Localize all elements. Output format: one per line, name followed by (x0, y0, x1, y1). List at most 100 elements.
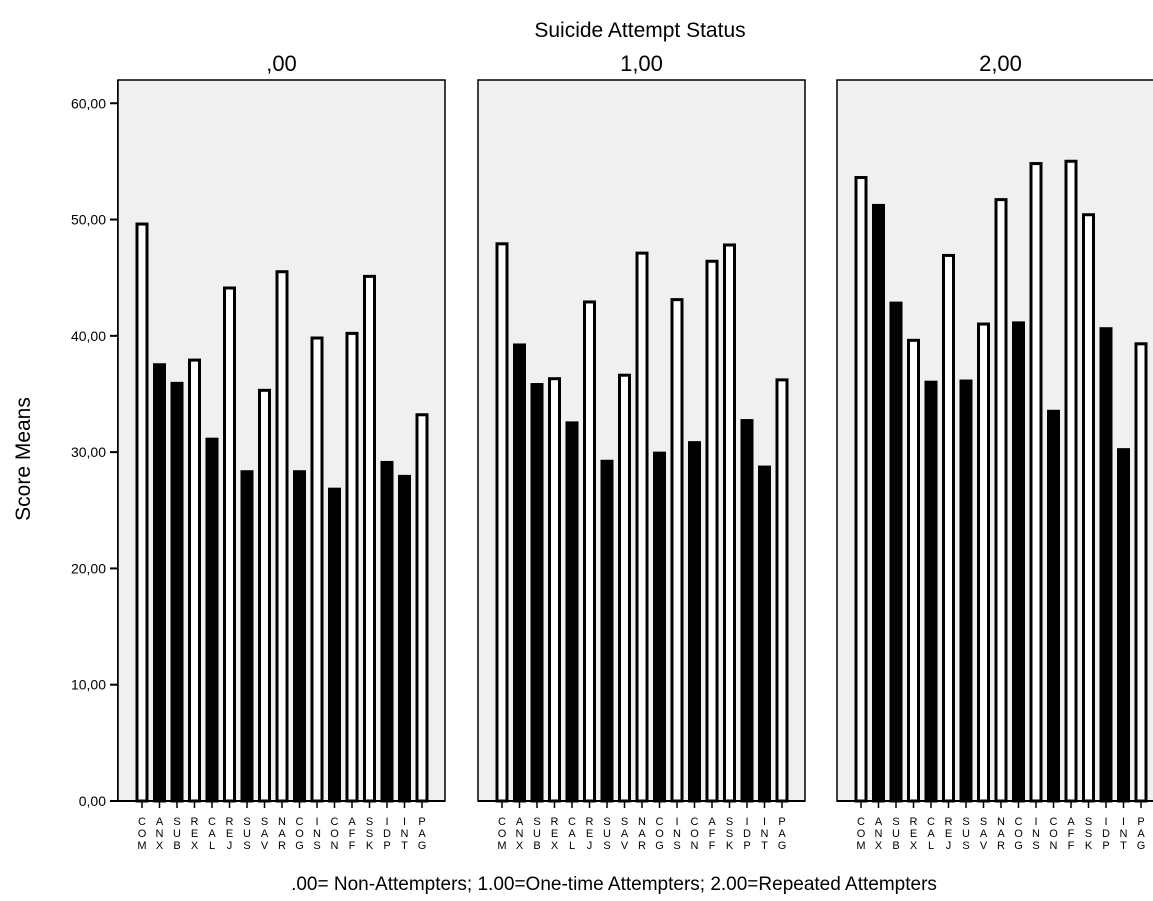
bar-cog (1012, 321, 1025, 803)
bar-com (854, 176, 868, 803)
category-label-letter: N (1120, 828, 1128, 840)
panel-0: ,00COMANXSUBREXCALREJSUSSAVNARCOGINSCONA… (117, 51, 446, 852)
category-label-letter: S (261, 816, 268, 828)
bar-idp (740, 419, 754, 803)
category-label-letter: O (498, 828, 507, 840)
bar-anx (872, 203, 885, 803)
category-label-letter: A (621, 828, 629, 840)
category-label-letter: T (401, 840, 408, 852)
y-tick-label: 50,00 (71, 212, 106, 228)
bar-rej (942, 253, 955, 803)
bar-con (1047, 409, 1060, 803)
category-label-letter: S (366, 828, 373, 840)
category-label-letter: N (761, 828, 769, 840)
category-label-letter: C (1050, 816, 1058, 828)
category-label-letter: V (621, 840, 629, 852)
category-label-letter: N (401, 828, 409, 840)
category-label-letter: S (1032, 840, 1039, 852)
category-label-letter: C (656, 816, 664, 828)
bar-sav (977, 322, 990, 803)
panels-group: ,00COMANXSUBREXCALREJSUSSAVNARCOGINSCONA… (117, 51, 1153, 852)
category-label-letter: S (243, 816, 250, 828)
bar-cal (565, 421, 579, 803)
category-label-letter: S (173, 816, 180, 828)
category-label-letter: J (587, 840, 593, 852)
y-tick-label: 60,00 (71, 95, 106, 111)
category-label-letter: N (691, 840, 699, 852)
category-label-letter: O (655, 828, 664, 840)
category-label-letter: A (568, 828, 576, 840)
category-label-letter: G (295, 840, 304, 852)
bar-rex (907, 338, 920, 803)
category-label-letter: J (227, 840, 233, 852)
category-label-letter: A (278, 828, 286, 840)
category-label-letter: R (551, 816, 559, 828)
bar-rej (223, 286, 236, 803)
category-label-letter: N (1032, 828, 1040, 840)
bar-idp (380, 460, 394, 803)
category-label-letter: S (1085, 816, 1092, 828)
category-label-letter: F (709, 828, 716, 840)
category-label-letter: E (226, 828, 233, 840)
category-label-letter: R (586, 816, 594, 828)
bar-int (758, 465, 771, 803)
category-label-letter: C (568, 816, 576, 828)
category-label-letter: C (857, 816, 865, 828)
category-label-letter: J (946, 840, 952, 852)
category-label-letter: G (778, 840, 787, 852)
category-label-letter: I (763, 816, 766, 828)
category-label-letter: S (962, 816, 969, 828)
bar-sav (618, 373, 631, 803)
category-label-letter: P (778, 816, 785, 828)
category-label-letter: R (997, 840, 1005, 852)
category-label-letter: X (516, 840, 524, 852)
category-label-letter: A (1067, 816, 1075, 828)
category-label-letter: E (191, 828, 198, 840)
chart-caption: .00= Non-Attempters; 1.00=One-time Attem… (291, 874, 937, 895)
category-label-letter: L (209, 840, 215, 852)
panel-label: 2,00 (979, 51, 1022, 76)
category-label-letter: R (945, 816, 953, 828)
category-label-letter: N (156, 828, 164, 840)
category-label-letter: R (278, 840, 286, 852)
category-label-letter: X (191, 840, 199, 852)
category-label-letter: P (743, 840, 750, 852)
category-label-letter: I (385, 816, 388, 828)
y-tick-label: 10,00 (71, 677, 106, 693)
category-label-letter: R (226, 816, 234, 828)
bar-sav (258, 388, 271, 803)
category-label-letter: T (1120, 840, 1127, 852)
category-label-letter: K (726, 840, 734, 852)
y-tick-label: 30,00 (71, 444, 106, 460)
category-label-letter: S (962, 840, 969, 852)
y-tick-label: 40,00 (71, 328, 106, 344)
bar-sus (240, 470, 254, 803)
category-label-letter: I (1122, 816, 1125, 828)
category-label-letter: F (349, 840, 356, 852)
category-label-letter: O (295, 828, 304, 840)
bar-sus (959, 379, 973, 803)
category-label-letter: R (191, 816, 199, 828)
category-label-letter: O (857, 828, 866, 840)
category-label-letter: F (349, 828, 356, 840)
category-label-letter: L (928, 840, 934, 852)
bar-pag (1134, 342, 1148, 803)
bar-int (1117, 448, 1130, 803)
category-label-letter: B (533, 840, 540, 852)
category-label-letter: D (1102, 828, 1110, 840)
category-label-letter: A (778, 828, 786, 840)
bar-aff (705, 259, 719, 803)
category-label-letter: G (418, 840, 427, 852)
bar-int (398, 474, 411, 803)
bar-ins (670, 298, 684, 803)
category-label-letter: C (498, 816, 506, 828)
category-label-letter: A (875, 816, 883, 828)
category-label-letter: B (173, 840, 180, 852)
category-label-letter: I (1034, 816, 1037, 828)
category-label-letter: M (856, 840, 865, 852)
category-label-letter: C (296, 816, 304, 828)
category-label-letter: I (315, 816, 318, 828)
category-label-letter: C (1015, 816, 1023, 828)
category-label-letter: F (1068, 828, 1075, 840)
category-label-letter: K (366, 840, 374, 852)
